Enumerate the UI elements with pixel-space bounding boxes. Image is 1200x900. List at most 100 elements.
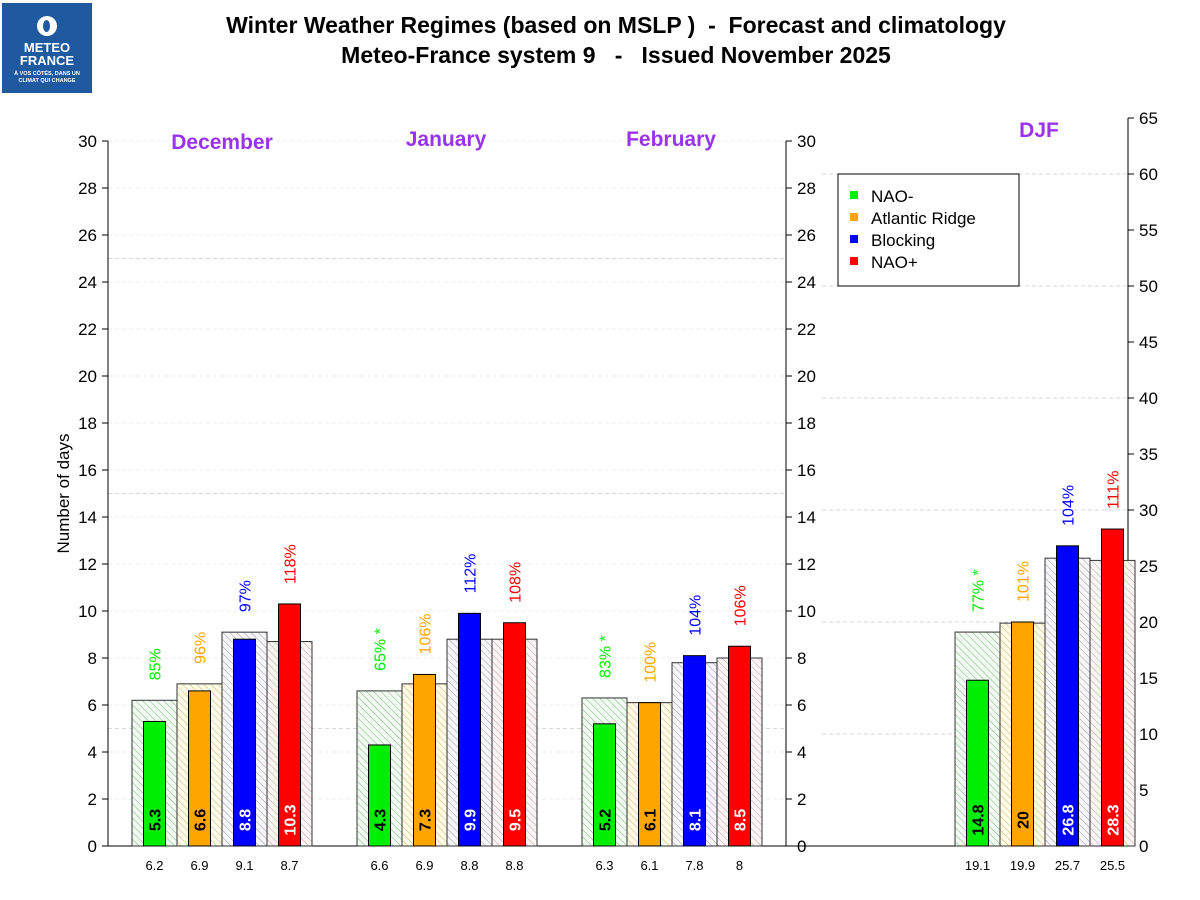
forecast-bar [728, 645, 751, 847]
middle-tick-label: 20 [797, 367, 816, 386]
climatology-value-label: 25.5 [1100, 858, 1125, 873]
forecast-value-label: 8.8 [238, 809, 255, 831]
climatology-value-label: 8.8 [460, 858, 478, 873]
climatology-value-label: 6.9 [415, 858, 433, 873]
climatology-value-label: 6.2 [145, 858, 163, 873]
middle-tick-label: 28 [797, 179, 816, 198]
percentage-label: 97% [238, 580, 255, 612]
forecast-bar [278, 603, 301, 847]
right-tick-label: 0 [1139, 837, 1148, 856]
middle-tick-label: 2 [797, 790, 806, 809]
left-tick-label: 16 [78, 461, 97, 480]
forecast-value-label: 28.3 [1106, 804, 1123, 835]
meteo-france-logo: METEO FRANCE À VOS CÔTÉS, DANS UN CLIMAT… [2, 3, 92, 93]
right-tick-label: 15 [1139, 669, 1158, 688]
climatology-value-label: 6.9 [190, 858, 208, 873]
percentage-label: 111% [1106, 470, 1123, 509]
climatology-value-label: 9.1 [235, 858, 253, 873]
legend-label: Atlantic Ridge [871, 209, 976, 228]
forecast-value-label: 6.6 [193, 809, 210, 831]
right-tick-label: 50 [1139, 277, 1158, 296]
percentage-label: 112% [463, 554, 480, 594]
right-tick-label: 35 [1139, 445, 1158, 464]
right-tick-label: 30 [1139, 501, 1158, 520]
forecast-value-label: 5.3 [148, 809, 165, 831]
chart-title-line2: Meteo-France system 9 - Issued November … [341, 42, 891, 68]
forecast-value-label: 9.5 [508, 809, 525, 831]
percentage-label: 106% [418, 614, 435, 655]
left-tick-label: 10 [78, 602, 97, 621]
climatology-value-label: 8.7 [280, 858, 298, 873]
forecast-bar [188, 690, 211, 847]
forecast-value-label: 10.3 [283, 804, 300, 835]
logo-text-line1: METEO [23, 40, 71, 55]
percentage-label: 65% * [373, 628, 390, 671]
forecast-bar [683, 655, 706, 847]
left-tick-label: 2 [88, 790, 97, 809]
forecast-value-label: 20 [1016, 811, 1033, 829]
percentage-label: 96% [193, 632, 210, 664]
climatology-value-label: 8 [736, 858, 743, 873]
right-tick-label: 10 [1139, 725, 1158, 744]
right-tick-label: 65 [1139, 109, 1158, 128]
logo-tagline: À VOS CÔTÉS, DANS UN CLIMAT QUI CHANGE [14, 71, 80, 84]
climatology-value-label: 19.1 [965, 858, 990, 873]
middle-tick-label: 24 [797, 273, 816, 292]
left-tick-label: 22 [78, 320, 97, 339]
right-tick-label: 25 [1139, 557, 1158, 576]
forecast-bar [503, 622, 526, 847]
forecast-bar [593, 723, 616, 847]
forecast-bar [413, 673, 436, 847]
percentage-label: 85% [148, 648, 165, 680]
left-tick-label: 28 [78, 179, 97, 198]
forecast-bar [638, 702, 661, 847]
middle-tick-label: 16 [797, 461, 816, 480]
right-tick-label: 20 [1139, 613, 1158, 632]
forecast-value-label: 4.3 [373, 809, 390, 831]
climatology-value-label: 6.6 [370, 858, 388, 873]
forecast-bar [368, 744, 391, 847]
left-tick-label: 4 [88, 743, 97, 762]
right-tick-label: 40 [1139, 389, 1158, 408]
middle-tick-label: 26 [797, 226, 816, 245]
percentage-label: 101% [1016, 561, 1033, 602]
middle-tick-label: 4 [797, 743, 806, 762]
logo-emblem-icon [37, 16, 57, 36]
percentage-label: 100% [643, 642, 660, 683]
forecast-value-label: 26.8 [1061, 804, 1078, 835]
climatology-value-label: 7.8 [685, 858, 703, 873]
right-tick-label: 60 [1139, 165, 1158, 184]
forecast-value-label: 8.1 [688, 809, 705, 831]
legend-label: Blocking [871, 231, 935, 250]
percentage-label: 83% * [598, 635, 615, 678]
legend-swatch [850, 191, 858, 199]
climatology-value-label: 6.1 [640, 858, 658, 873]
forecast-value-label: 7.3 [418, 809, 435, 831]
forecast-bar [1056, 545, 1079, 847]
forecast-value-label: 6.1 [643, 809, 660, 831]
y-axis-label: Number of days [54, 434, 73, 554]
climatology-value-label: 19.9 [1010, 858, 1035, 873]
percentage-label: 106% [733, 585, 750, 626]
logo-text-line2: FRANCE [19, 53, 75, 68]
right-tick-label: 5 [1139, 781, 1148, 800]
legend-label: NAO- [871, 187, 914, 206]
period-title: January [406, 128, 487, 151]
period-title: December [171, 131, 273, 154]
forecast-value-label: 14.8 [971, 804, 988, 835]
middle-tick-label: 8 [797, 649, 806, 668]
legend-swatch [850, 213, 858, 221]
percentage-label: 108% [508, 562, 525, 603]
forecast-bar [143, 720, 166, 847]
legend-label: NAO+ [871, 253, 918, 272]
forecast-bar [966, 679, 989, 847]
chart-title-line1: Winter Weather Regimes (based on MSLP ) … [226, 12, 1006, 38]
middle-tick-label: 12 [797, 555, 816, 574]
legend-box [837, 173, 1020, 287]
left-tick-label: 18 [78, 414, 97, 433]
legend-swatch [850, 257, 858, 265]
left-tick-label: 20 [78, 367, 97, 386]
middle-tick-label: 14 [797, 508, 816, 527]
middle-tick-label: 30 [797, 132, 816, 151]
middle-tick-label: 22 [797, 320, 816, 339]
